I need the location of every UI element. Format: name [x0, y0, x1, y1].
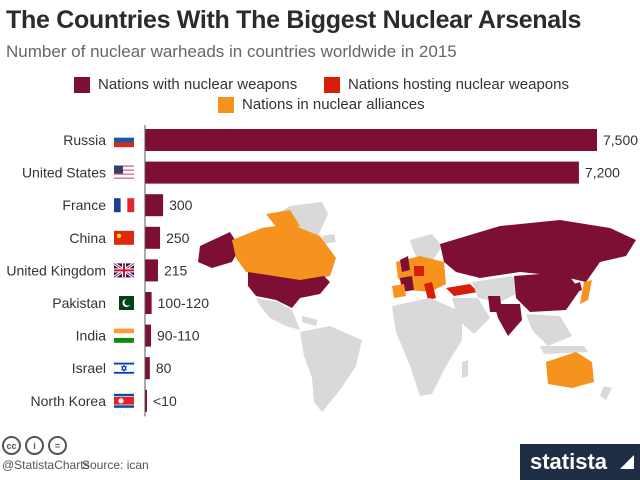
- map-iceland: [322, 234, 336, 244]
- legend-label: Nations in nuclear alliances: [242, 96, 425, 113]
- category-label: Russia: [63, 132, 106, 148]
- legend-item-nuclear-weapons: Nations with nuclear weapons: [74, 76, 297, 93]
- category-label: Israel: [72, 360, 106, 376]
- chart-title: The Countries With The Biggest Nuclear A…: [6, 6, 582, 34]
- brand-text: statista: [530, 449, 608, 474]
- us-flag-icon: [114, 165, 134, 180]
- data-label: 90-110: [157, 328, 200, 344]
- category-label: Pakistan: [52, 295, 106, 311]
- map-alaska: [198, 232, 240, 268]
- cc-icon: cc: [2, 436, 21, 455]
- map-scandinavia: [410, 234, 442, 262]
- map-italy: [424, 282, 436, 300]
- pakistan-flag-icon: [114, 296, 134, 310]
- map-north-korea: [574, 282, 582, 292]
- map-turkey: [446, 284, 478, 296]
- data-label: 250: [166, 230, 190, 246]
- map-caribbean: [302, 316, 318, 326]
- legend-swatch-alliances: [218, 96, 234, 113]
- map-iberia: [392, 284, 406, 298]
- map-new-zealand: [600, 386, 612, 400]
- bar: [145, 161, 579, 184]
- bar: [145, 357, 150, 380]
- map-india: [494, 304, 522, 336]
- north-korea-flag-icon: [114, 393, 134, 408]
- statista-mark-icon: [620, 455, 634, 469]
- bar: [145, 259, 158, 282]
- bar: [145, 324, 152, 347]
- category-label: North Korea: [31, 393, 107, 409]
- data-label: 215: [164, 262, 188, 278]
- nd-icon: =: [48, 436, 67, 455]
- bar: [145, 129, 597, 151]
- map-usa: [248, 272, 330, 308]
- map-australia: [546, 352, 594, 388]
- map-china: [514, 272, 580, 312]
- data-label: 100-120: [158, 295, 210, 311]
- category-label: China: [69, 230, 106, 246]
- map-south-america: [300, 326, 362, 412]
- world-map: [198, 202, 636, 412]
- uk-flag-icon: [113, 262, 135, 279]
- legend-label: Nations hosting nuclear weapons: [348, 76, 569, 93]
- category-label: India: [76, 328, 107, 344]
- map-russia: [440, 220, 636, 282]
- data-label: 7,500: [603, 132, 638, 148]
- legend-item-alliances: Nations in nuclear alliances: [218, 96, 425, 113]
- map-madagascar: [462, 360, 468, 378]
- data-label: <10: [153, 393, 177, 409]
- map-africa: [392, 298, 462, 396]
- category-label: United Kingdom: [6, 262, 106, 278]
- bar: [145, 292, 152, 314]
- data-label: 7,200: [585, 165, 620, 181]
- statista-logo: statista: [520, 444, 640, 480]
- map-canada-islands: [266, 210, 300, 232]
- category-label: United States: [22, 165, 106, 181]
- legend-swatch-nuclear-weapons: [74, 76, 90, 93]
- data-label: 80: [156, 360, 172, 376]
- category-label: France: [62, 197, 106, 213]
- india-flag-icon: [114, 328, 134, 343]
- data-label: 300: [169, 197, 193, 213]
- map-canada: [232, 224, 336, 282]
- map-central-asia: [472, 276, 524, 302]
- chart-area: Russia 7,500 United States 7,200 France 300 Ch…: [6, 125, 638, 417]
- map-southeast-asia: [526, 314, 572, 346]
- map-mexico: [256, 298, 300, 330]
- source-note: Source: ican: [82, 458, 149, 472]
- legend-swatch-hosting: [324, 76, 340, 93]
- bar: [145, 389, 147, 412]
- map-indonesia: [540, 346, 588, 354]
- chart-subtitle: Number of nuclear warheads in countries …: [6, 42, 457, 61]
- map-germany: [414, 266, 424, 276]
- map-middle-east: [452, 298, 490, 334]
- bars-layer: Russia 7,500 United States 7,200 France 300 Ch…: [6, 125, 638, 417]
- russia-flag-icon: [114, 133, 134, 148]
- map-japan: [580, 280, 592, 304]
- legend-label: Nations with nuclear weapons: [98, 76, 298, 93]
- by-icon: i: [25, 436, 44, 455]
- statista-handle: @StatistaCharts: [2, 458, 90, 472]
- legend-item-hosting: Nations hosting nuclear weapons: [324, 76, 569, 93]
- israel-flag-icon: [113, 360, 135, 376]
- china-flag-icon: [114, 230, 134, 245]
- france-flag-icon: [114, 198, 135, 213]
- license-badges: cc i =: [2, 436, 67, 455]
- bar: [145, 226, 161, 249]
- map-uk: [400, 256, 410, 272]
- bar: [145, 194, 164, 217]
